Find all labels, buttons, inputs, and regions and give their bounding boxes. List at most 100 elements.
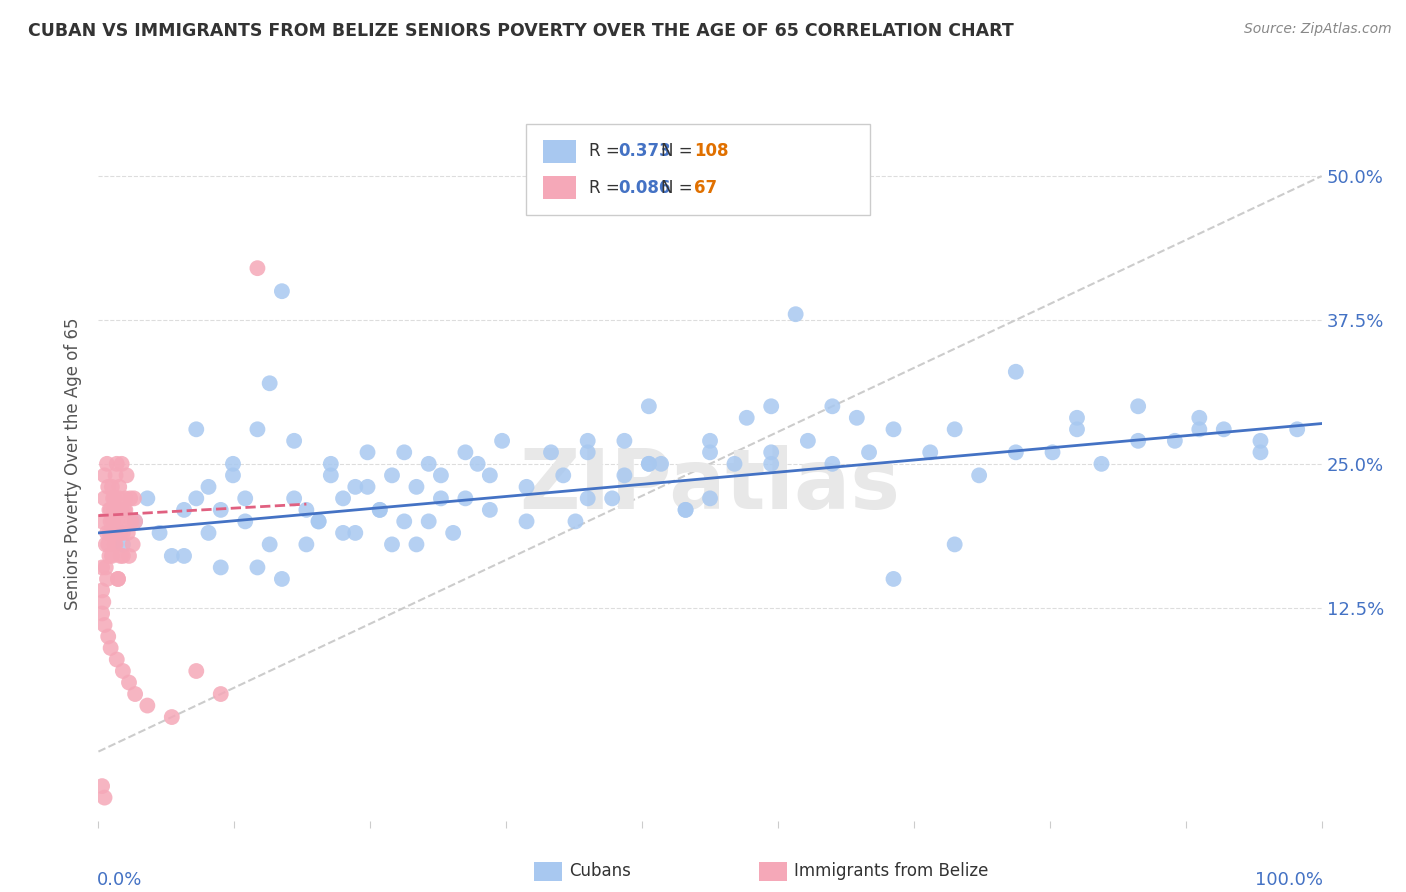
Point [209, 687, 232, 701]
Point [723, 457, 745, 471]
Point [94, 537, 117, 551]
Point [233, 515, 256, 529]
Point [91, 607, 114, 621]
Point [222, 468, 245, 483]
Point [100, 640, 122, 655]
Point [1128, 399, 1150, 413]
Point [186, 422, 208, 436]
Point [920, 445, 942, 459]
Point [107, 572, 129, 586]
Point [454, 491, 477, 506]
Point [785, 307, 807, 321]
Text: Immigrants from Belize: Immigrants from Belize [794, 863, 988, 880]
Point [418, 515, 440, 529]
Point [160, 710, 183, 724]
Point [100, 503, 122, 517]
Point [114, 503, 136, 517]
Point [564, 515, 586, 529]
Point [943, 537, 966, 551]
Point [108, 480, 131, 494]
Point [1004, 445, 1026, 459]
Point [222, 457, 245, 471]
Point [98, 525, 121, 540]
Point [121, 537, 143, 551]
Point [118, 675, 141, 690]
Point [233, 491, 256, 506]
Point [638, 457, 661, 471]
Point [101, 515, 124, 529]
Text: ZIPatlas: ZIPatlas [520, 445, 900, 525]
Text: 67: 67 [695, 178, 717, 196]
Point [124, 515, 146, 529]
Text: 0.0%: 0.0% [97, 871, 142, 888]
Point [392, 445, 416, 459]
Point [111, 503, 134, 517]
Point [858, 445, 880, 459]
Text: Source: ZipAtlas.com: Source: ZipAtlas.com [1244, 22, 1392, 37]
Point [295, 537, 318, 551]
Point [91, 560, 114, 574]
Point [821, 457, 844, 471]
Point [344, 525, 367, 540]
Point [491, 434, 513, 448]
Text: 0.086: 0.086 [619, 178, 671, 196]
Point [943, 422, 966, 436]
Point [98, 503, 121, 517]
Point [699, 491, 721, 506]
Point [675, 503, 697, 517]
Point [392, 515, 416, 529]
Text: Cubans: Cubans [569, 863, 631, 880]
Point [91, 779, 114, 793]
Point [246, 422, 269, 436]
Point [1188, 422, 1211, 436]
Point [110, 525, 132, 540]
Point [97, 537, 120, 551]
Point [114, 491, 136, 506]
Point [173, 503, 195, 517]
Point [1066, 422, 1088, 436]
Point [613, 468, 636, 483]
Point [93, 790, 115, 805]
Point [111, 664, 134, 678]
Point [118, 549, 141, 563]
Point [368, 503, 391, 517]
Point [101, 549, 124, 563]
Point [699, 445, 721, 459]
Point [96, 525, 118, 540]
Point [405, 537, 427, 551]
Point [91, 583, 114, 598]
Point [638, 399, 661, 413]
Point [638, 457, 661, 471]
Point [1066, 410, 1088, 425]
Point [160, 549, 183, 563]
Point [332, 525, 354, 540]
Point [93, 491, 115, 506]
Point [108, 491, 131, 506]
Point [136, 491, 159, 506]
Point [186, 491, 208, 506]
Point [295, 503, 318, 517]
Point [1249, 445, 1271, 459]
Point [576, 434, 599, 448]
Point [97, 630, 120, 644]
Point [101, 525, 124, 540]
Point [381, 537, 404, 551]
Point [120, 491, 142, 506]
Point [478, 503, 501, 517]
Point [467, 457, 489, 471]
Point [553, 468, 575, 483]
Point [94, 560, 117, 574]
Point [1249, 434, 1271, 448]
Point [259, 376, 281, 391]
Point [675, 503, 697, 517]
Point [270, 572, 294, 586]
Point [821, 399, 844, 413]
Point [105, 652, 128, 666]
Point [883, 422, 905, 436]
Point [761, 445, 783, 459]
Point [699, 434, 721, 448]
Point [100, 515, 122, 529]
Point [430, 491, 453, 506]
Point [356, 480, 378, 494]
Point [103, 537, 125, 551]
